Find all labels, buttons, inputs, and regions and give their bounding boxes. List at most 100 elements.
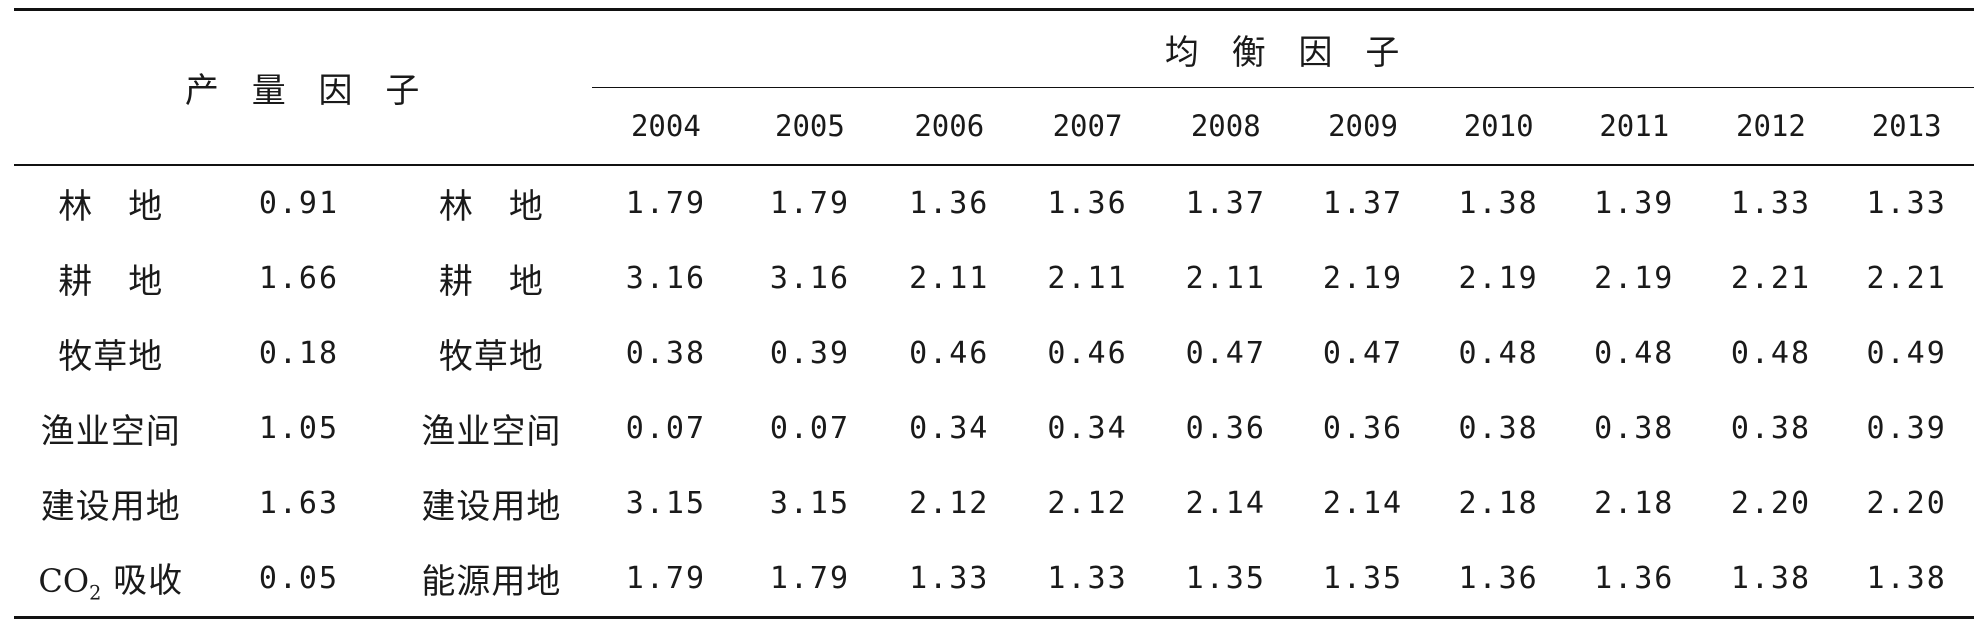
year-header: 2005 <box>775 109 845 143</box>
balance-value: 2.21 <box>1730 261 1812 296</box>
balance-value: 3.15 <box>625 486 707 521</box>
balance-value: 0.07 <box>769 411 851 446</box>
balance-land-label: 渔业空间 <box>421 412 562 452</box>
yield-land-label: 建设用地 <box>40 487 181 527</box>
balance-factor-header: 均 衡 因 子 <box>592 8 1974 88</box>
balance-value: 2.20 <box>1866 486 1947 521</box>
balance-value: 0.49 <box>1866 336 1947 371</box>
yield-land-label: 林 地 <box>14 164 208 241</box>
balance-value: 0.07 <box>625 411 707 446</box>
yield-factor-header: 产 量 因 子 <box>14 8 593 165</box>
year-header: 2011 <box>1599 109 1670 143</box>
table-row: 耕 地 1.66 耕 地 3.16 3.16 2.11 2.11 2.11 2.… <box>14 241 1974 316</box>
balance-value: 1.38 <box>1839 541 1974 619</box>
balance-land-label: 林 地 <box>390 164 593 241</box>
balance-land-label: 建设用地 <box>421 487 562 527</box>
balance-value: 1.35 <box>1294 541 1432 619</box>
year-header: 2010 <box>1463 109 1534 143</box>
balance-land-label: 牧草地 <box>438 337 544 377</box>
balance-value: 1.37 <box>1156 164 1295 241</box>
year-header: 2012 <box>1736 109 1806 143</box>
table-row: 渔业空间 1.05 渔业空间 0.07 0.07 0.34 0.34 0.36 … <box>14 391 1974 466</box>
balance-value: 3.16 <box>625 261 707 296</box>
co2-subscript: 2 <box>89 581 102 605</box>
yield-land-label: 耕 地 <box>58 262 164 302</box>
balance-value: 2.18 <box>1458 486 1539 521</box>
balance-value: 2.19 <box>1594 261 1675 296</box>
balance-value: 3.16 <box>769 261 851 296</box>
table-row: 建设用地 1.63 建设用地 3.15 3.15 2.12 2.12 2.14 … <box>14 466 1974 541</box>
balance-value: 2.14 <box>1185 486 1266 521</box>
year-header: 2009 <box>1328 109 1398 143</box>
balance-value: 2.21 <box>1866 261 1947 296</box>
balance-value: 2.11 <box>1185 261 1266 296</box>
yield-value: 1.66 <box>258 261 340 296</box>
balance-value: 0.36 <box>1322 411 1404 446</box>
balance-value: 0.38 <box>1458 411 1539 446</box>
balance-value: 0.38 <box>1730 411 1812 446</box>
balance-value: 0.36 <box>1185 411 1266 446</box>
yield-value: 0.05 <box>207 541 391 619</box>
balance-value: 1.36 <box>1431 541 1566 619</box>
balance-value: 2.19 <box>1322 261 1404 296</box>
balance-value: 0.38 <box>1594 411 1675 446</box>
balance-value: 1.33 <box>1018 541 1157 619</box>
year-header: 2008 <box>1190 109 1261 143</box>
balance-value: 1.35 <box>1156 541 1295 619</box>
balance-value: 2.19 <box>1458 261 1539 296</box>
yield-land-label: 渔业空间 <box>40 412 181 452</box>
balance-value: 0.38 <box>625 336 707 371</box>
yield-value: 0.18 <box>258 336 340 371</box>
balance-value: 0.47 <box>1322 336 1404 371</box>
table-row: CO2 吸收 0.05 能源用地 1.79 1.79 1.33 1.33 1.3… <box>14 541 1974 619</box>
balance-value: 0.39 <box>769 336 851 371</box>
balance-value: 1.79 <box>739 164 881 241</box>
balance-value: 3.15 <box>769 486 851 521</box>
balance-value: 1.39 <box>1565 164 1703 241</box>
balance-value: 0.46 <box>909 336 990 371</box>
co2-tail: 吸收 <box>101 560 184 601</box>
yield-land-label: 牧草地 <box>58 337 164 377</box>
balance-value: 2.11 <box>1047 261 1128 296</box>
balance-value: 1.79 <box>739 541 881 619</box>
balance-value: 1.33 <box>1839 164 1974 241</box>
balance-value: 0.46 <box>1047 336 1128 371</box>
balance-value: 0.48 <box>1594 336 1675 371</box>
yield-value: 0.91 <box>207 164 391 241</box>
factor-table: 产 量 因 子 均 衡 因 子 2004 2005 2006 2007 2008… <box>14 8 1974 619</box>
balance-land-label: 能源用地 <box>390 541 593 619</box>
balance-value: 0.47 <box>1185 336 1266 371</box>
balance-value: 1.36 <box>1565 541 1703 619</box>
balance-value: 2.14 <box>1322 486 1404 521</box>
balance-value: 1.79 <box>592 164 740 241</box>
year-header: 2013 <box>1871 109 1942 143</box>
balance-value: 1.33 <box>1702 164 1840 241</box>
yield-land-label-co2: CO2 吸收 <box>14 541 208 619</box>
balance-value: 0.39 <box>1866 411 1947 446</box>
balance-value: 1.38 <box>1702 541 1840 619</box>
balance-value: 1.38 <box>1431 164 1566 241</box>
year-header: 2004 <box>630 109 701 143</box>
balance-value: 2.18 <box>1594 486 1675 521</box>
yield-value: 1.05 <box>258 411 340 446</box>
balance-land-label: 耕 地 <box>438 262 544 302</box>
balance-value: 0.48 <box>1458 336 1539 371</box>
balance-value: 1.33 <box>880 541 1019 619</box>
table-row: 牧草地 0.18 牧草地 0.38 0.39 0.46 0.46 0.47 0.… <box>14 316 1974 391</box>
balance-value: 1.79 <box>592 541 740 619</box>
balance-value: 0.34 <box>1047 411 1128 446</box>
balance-value: 1.36 <box>880 164 1019 241</box>
year-header: 2006 <box>914 109 985 143</box>
co2-main: CO <box>38 561 90 600</box>
balance-value: 0.34 <box>909 411 990 446</box>
balance-value: 2.12 <box>909 486 990 521</box>
balance-value: 1.36 <box>1018 164 1157 241</box>
balance-value: 2.11 <box>909 261 990 296</box>
yield-value: 1.63 <box>258 486 340 521</box>
balance-value: 0.48 <box>1730 336 1812 371</box>
table-row: 林 地 0.91 林 地 1.79 1.79 1.36 1.36 1.37 1.… <box>14 164 1974 241</box>
balance-value: 1.37 <box>1294 164 1432 241</box>
balance-value: 2.20 <box>1730 486 1812 521</box>
balance-value: 2.12 <box>1047 486 1128 521</box>
year-header: 2007 <box>1052 109 1123 143</box>
